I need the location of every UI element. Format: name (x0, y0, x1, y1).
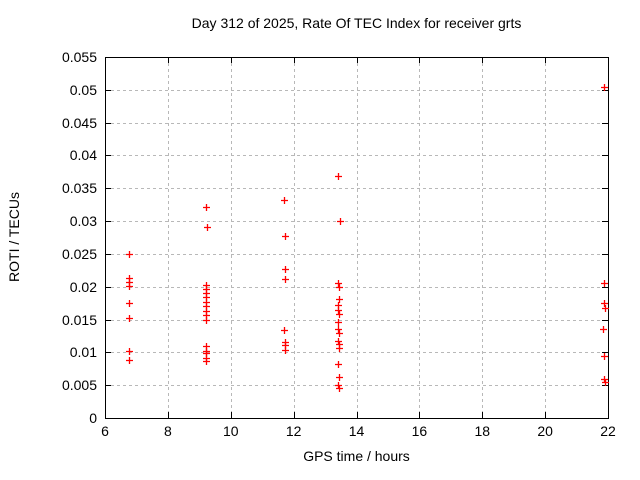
x-axis-label: GPS time / hours (303, 448, 410, 464)
x-tick-label: 20 (537, 423, 553, 439)
plus-marker (336, 374, 343, 381)
plus-marker (601, 376, 608, 383)
y-tick-label: 0.005 (61, 377, 97, 394)
plus-marker (335, 361, 342, 368)
plus-marker (601, 84, 608, 91)
plus-marker (336, 311, 343, 318)
plus-marker (336, 296, 343, 303)
plus-marker (203, 204, 210, 211)
x-tick-label: 6 (101, 423, 109, 439)
gridlines (105, 57, 608, 418)
y-tick-label: 0 (89, 410, 97, 426)
plus-marker (335, 326, 342, 333)
plus-marker (282, 233, 289, 240)
plus-marker (126, 283, 133, 290)
plus-marker (204, 224, 211, 231)
plus-marker (126, 348, 133, 355)
y-tick-label: 0.045 (61, 114, 97, 131)
y-tick-label: 0.055 (61, 49, 97, 65)
y-tick-label: 0.025 (61, 245, 97, 262)
x-tick-label: 8 (163, 423, 172, 439)
plus-marker (126, 300, 133, 307)
plus-marker (337, 218, 344, 225)
plus-marker (335, 173, 342, 180)
x-tick-label: 22 (600, 423, 616, 439)
plus-marker (126, 315, 133, 322)
plus-marker (335, 307, 342, 314)
plus-marker (600, 326, 607, 333)
plus-marker (126, 357, 133, 364)
y-tick-label: 0.015 (61, 311, 97, 328)
plus-marker (282, 266, 289, 273)
x-tick-label: 18 (474, 423, 491, 439)
plus-marker (336, 385, 343, 392)
plus-marker (602, 379, 609, 386)
plus-marker (335, 338, 342, 345)
plus-marker (335, 280, 342, 287)
x-tick-label: 10 (222, 423, 239, 439)
plus-marker (282, 276, 289, 283)
plus-marker (601, 300, 608, 307)
plus-marker (126, 251, 133, 258)
y-tick-label: 0.035 (61, 180, 97, 197)
plus-marker (203, 317, 210, 324)
plus-marker (335, 382, 342, 389)
plus-marker (203, 358, 210, 365)
plus-marker (336, 284, 343, 291)
y-tick-label: 0.05 (69, 81, 97, 98)
data-points (126, 84, 609, 392)
plus-marker (281, 197, 288, 204)
x-tick-label: 14 (348, 423, 365, 439)
x-tick-label: 16 (411, 423, 428, 439)
plus-marker (335, 319, 342, 326)
plus-marker (281, 327, 288, 334)
plus-marker (601, 353, 608, 360)
plus-marker (336, 330, 343, 337)
plus-marker (282, 347, 289, 354)
plus-marker (602, 305, 609, 312)
y-tick-label: 0.04 (69, 147, 97, 164)
y-tick-label: 0.03 (69, 213, 97, 230)
y-tick-label: 0.02 (69, 278, 97, 295)
plus-marker (601, 280, 608, 287)
plot-border (105, 57, 609, 419)
plus-marker (336, 345, 343, 352)
tick-marks (105, 57, 609, 419)
x-tick-label: 12 (285, 423, 302, 439)
chart-title: Day 312 of 2025, Rate Of TEC Index for r… (191, 15, 522, 31)
y-tick-label: 0.01 (69, 344, 97, 361)
